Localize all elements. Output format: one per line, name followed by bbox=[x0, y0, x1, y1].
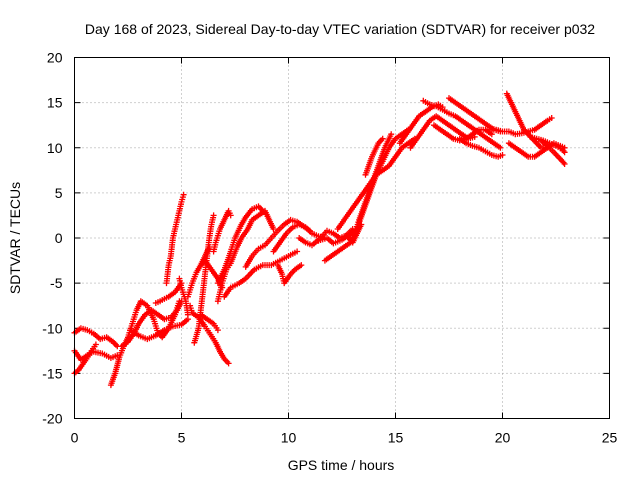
y-tick-label: 15 bbox=[47, 95, 63, 111]
plus-markers bbox=[362, 135, 386, 178]
plus-markers bbox=[274, 262, 305, 287]
satellite-track bbox=[270, 221, 328, 255]
y-tick-label: 20 bbox=[47, 50, 63, 66]
satellite-track bbox=[274, 262, 305, 287]
satellite-track bbox=[345, 221, 365, 246]
satellite-track bbox=[362, 135, 386, 178]
satellite-track bbox=[176, 275, 191, 318]
y-tick-label: -10 bbox=[42, 320, 62, 336]
satellite-track bbox=[210, 207, 234, 255]
x-tick-label: 15 bbox=[388, 430, 404, 446]
x-axis-label: GPS time / hours bbox=[288, 457, 395, 473]
plus-markers bbox=[176, 275, 191, 318]
y-tick-label: -15 bbox=[42, 365, 62, 381]
x-tick-label: 20 bbox=[495, 430, 511, 446]
satellite-track bbox=[334, 135, 418, 232]
y-tick-label: 10 bbox=[47, 140, 63, 156]
satellite-track bbox=[127, 316, 191, 343]
satellite-track bbox=[214, 203, 266, 287]
plus-markers bbox=[197, 244, 213, 269]
plus-markers bbox=[127, 316, 191, 343]
y-tick-label: 0 bbox=[55, 230, 63, 246]
chart-title: Day 168 of 2023, Sidereal Day-to-day VTE… bbox=[85, 21, 595, 37]
y-tick-label: 5 bbox=[55, 185, 63, 201]
plus-markers bbox=[197, 311, 221, 334]
plus-markers bbox=[456, 135, 506, 160]
x-tick-label: 25 bbox=[602, 430, 618, 446]
plus-markers bbox=[210, 207, 234, 255]
x-tick-label: 0 bbox=[71, 430, 79, 446]
satellite-track bbox=[197, 311, 221, 334]
satellite-track bbox=[221, 248, 301, 300]
x-tick-label: 5 bbox=[178, 430, 186, 446]
plus-markers bbox=[538, 137, 568, 167]
data-series bbox=[71, 90, 568, 389]
y-tick-label: -20 bbox=[42, 411, 62, 427]
satellite-track bbox=[107, 298, 183, 389]
y-axis-label: SDTVAR / TECUs bbox=[7, 182, 23, 294]
plus-markers bbox=[334, 135, 418, 232]
plus-markers bbox=[214, 203, 266, 287]
plot-frame bbox=[74, 57, 610, 419]
plus-markers bbox=[163, 191, 187, 287]
satellite-track bbox=[503, 90, 553, 151]
y-tick-label: -5 bbox=[50, 275, 63, 291]
satellite-track bbox=[538, 137, 568, 167]
grid bbox=[74, 57, 610, 419]
plus-markers bbox=[221, 248, 301, 300]
x-tick-label: 10 bbox=[281, 430, 297, 446]
satellite-track bbox=[197, 244, 213, 269]
satellite-track bbox=[163, 191, 187, 287]
satellite-track bbox=[456, 135, 506, 160]
plus-markers bbox=[345, 221, 365, 246]
plus-markers bbox=[503, 90, 553, 151]
plus-markers bbox=[107, 298, 183, 389]
plus-markers bbox=[270, 221, 328, 255]
